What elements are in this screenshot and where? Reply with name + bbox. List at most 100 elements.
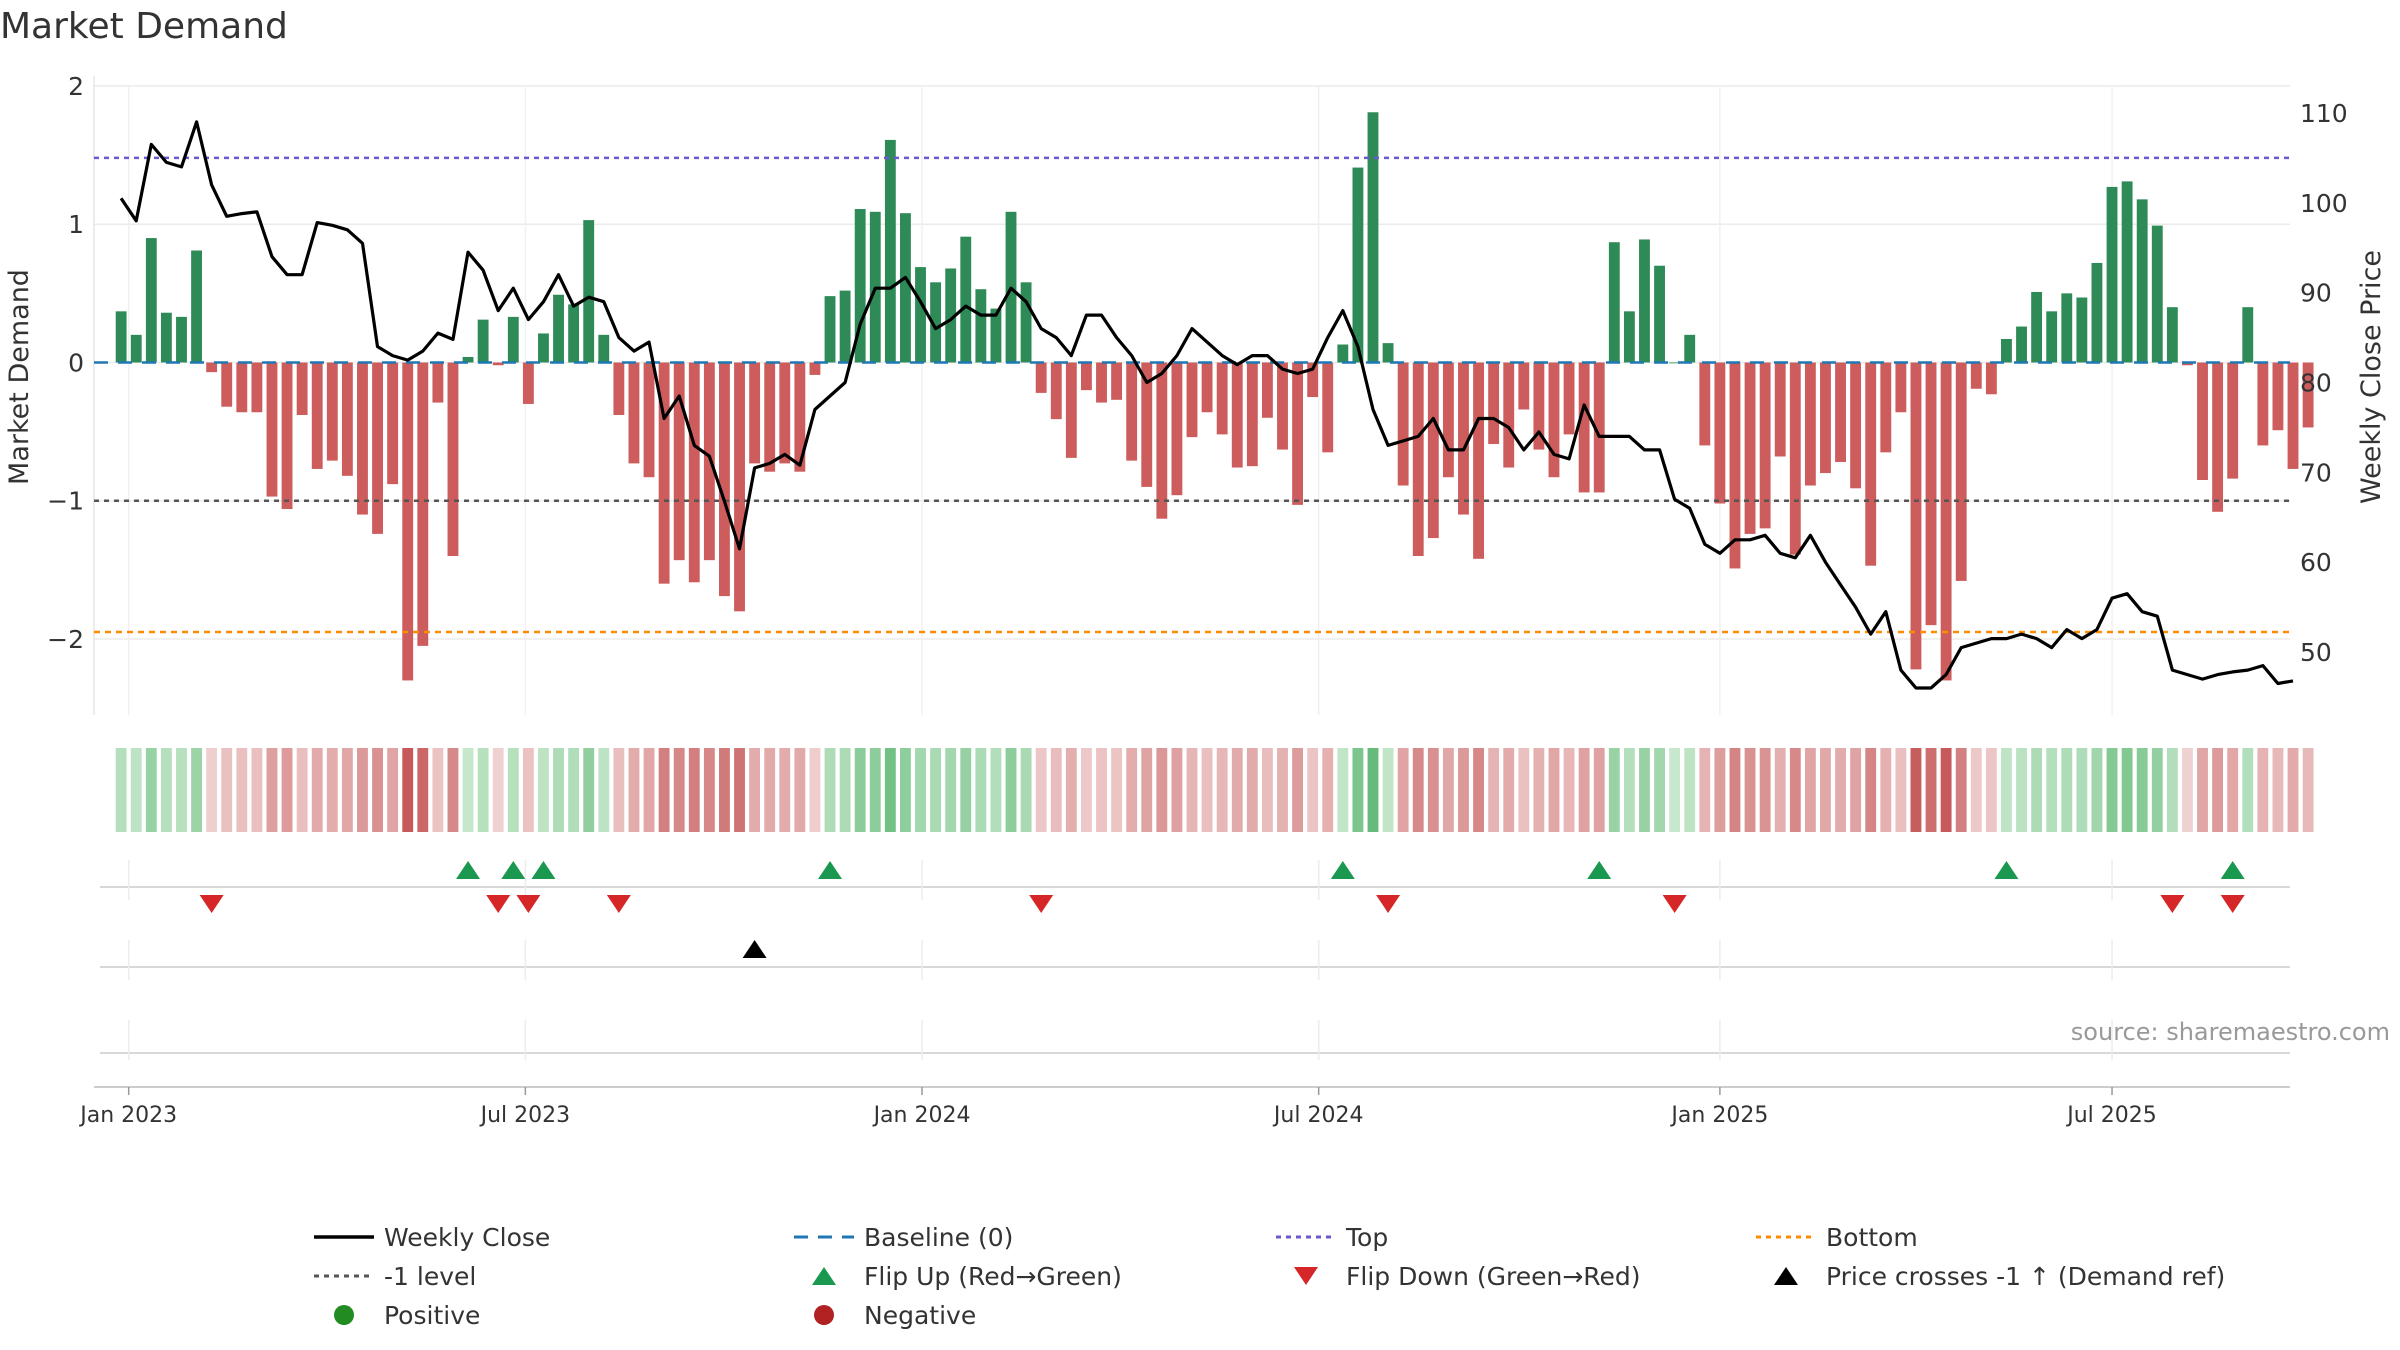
- legend-label: Flip Up (Red→Green): [864, 1262, 1122, 1291]
- strip-cell: [130, 748, 142, 832]
- strip-cell: [191, 748, 202, 832]
- demand-bar: [1442, 362, 1454, 478]
- weekly-close-layer: [119, 120, 2294, 690]
- demand-bar: [1171, 362, 1183, 496]
- demand-bar: [2031, 291, 2043, 363]
- strip-cell: [688, 748, 700, 832]
- demand-bar: [2166, 307, 2178, 363]
- strip-cell: [1970, 748, 1982, 832]
- demand-bar: [1699, 362, 1711, 446]
- demand-bars: [115, 112, 2314, 681]
- strip-cell: [1729, 748, 1741, 832]
- demand-bar: [1050, 362, 1062, 420]
- strip-cell: [402, 748, 414, 832]
- demand-bar: [1231, 362, 1243, 468]
- right-tick-label: 110: [2300, 99, 2348, 128]
- strip-cell: [658, 748, 670, 832]
- legend-swatch: [812, 1267, 836, 1285]
- strip-cell: [1096, 748, 1107, 832]
- demand-bar: [1096, 362, 1107, 403]
- demand-bar: [538, 333, 549, 363]
- demand-bar: [1563, 362, 1575, 435]
- demand-bar: [1065, 362, 1077, 458]
- demand-bar: [1473, 362, 1484, 559]
- strip-cell: [673, 748, 685, 832]
- demand-bar: [2151, 225, 2163, 363]
- strip-cell: [1277, 748, 1288, 832]
- strip-cell: [326, 748, 338, 832]
- demand-bar: [734, 362, 745, 612]
- strip-cell: [703, 748, 715, 832]
- demand-bar: [447, 362, 459, 557]
- right-axis-ticks: 50 60 70 80 90 100 110: [2300, 99, 2348, 667]
- demand-bar: [2061, 293, 2073, 363]
- strip-cell: [1442, 748, 1454, 832]
- strip-cell: [2031, 748, 2043, 832]
- strip-cell: [1548, 748, 1560, 832]
- demand-bar: [1367, 112, 1379, 363]
- strip-cell: [447, 748, 459, 832]
- demand-bar: [915, 267, 926, 363]
- strip-cell: [2121, 748, 2133, 832]
- demand-bar: [1020, 282, 1032, 363]
- demand-bar: [296, 362, 308, 416]
- demand-bar: [341, 362, 353, 476]
- demand-bar: [1910, 362, 1922, 670]
- demand-bar: [1322, 362, 1334, 453]
- strip-cell: [115, 748, 127, 832]
- source-note: source: sharemaestro.com: [2071, 1018, 2390, 1046]
- demand-bar: [673, 362, 685, 561]
- strip-cell: [1789, 748, 1801, 832]
- y-axis-label-left: Market Demand: [4, 269, 35, 485]
- demand-bar: [402, 362, 414, 681]
- right-tick-label: 100: [2300, 189, 2348, 218]
- strip-cell: [1925, 748, 1937, 832]
- demand-bar: [2287, 362, 2299, 469]
- strip-cell: [719, 748, 730, 832]
- flip-down-marker: [1376, 895, 1401, 913]
- demand-bar: [1955, 362, 1967, 581]
- demand-bar: [764, 362, 776, 472]
- demand-bar: [960, 236, 972, 363]
- demand-bar: [779, 362, 791, 464]
- demand-bar: [1246, 362, 1258, 467]
- demand-bar: [1850, 362, 1862, 489]
- strip-cell: [960, 748, 972, 832]
- demand-bar: [1669, 362, 1681, 364]
- demand-bar: [1820, 362, 1831, 474]
- left-tick-label: −2: [47, 625, 84, 654]
- demand-bar: [613, 362, 625, 416]
- strip-cell: [2106, 748, 2118, 832]
- demand-bar: [1623, 311, 1635, 363]
- strip-cell: [2151, 748, 2163, 832]
- legend-swatch: [334, 1305, 354, 1325]
- y-axis-label-right: Weekly Close Price: [2356, 250, 2387, 504]
- x-tick-label: Jan 2023: [78, 1103, 177, 1128]
- demand-bar: [311, 362, 323, 469]
- left-axis-ticks: −2 −1 0 1 2: [47, 72, 84, 654]
- strip-cell: [2212, 748, 2224, 832]
- strip-cell: [2046, 748, 2058, 832]
- strip-cell: [1005, 748, 1017, 832]
- demand-bar: [1744, 362, 1756, 534]
- strip-cell: [2197, 748, 2208, 832]
- strip-cell: [417, 748, 429, 832]
- right-tick-label: 90: [2300, 279, 2332, 308]
- demand-bar: [417, 362, 429, 646]
- strip-cell: [824, 748, 836, 832]
- price-cross-marker: [742, 940, 767, 958]
- left-tick-label: −1: [47, 487, 84, 516]
- weekly-close-line: [119, 120, 2294, 690]
- strip-cell: [1307, 748, 1319, 832]
- demand-bar: [884, 139, 896, 363]
- demand-bar: [1925, 362, 1937, 626]
- demand-bar: [1035, 362, 1047, 393]
- strip-cell: [2016, 748, 2027, 832]
- demand-bar: [703, 362, 715, 561]
- strip-cell: [1623, 748, 1635, 832]
- demand-bar: [945, 268, 957, 363]
- strip-cell: [869, 748, 881, 832]
- strip-cell: [2136, 748, 2148, 832]
- strip-cell: [462, 748, 474, 832]
- demand-bar: [2257, 362, 2269, 446]
